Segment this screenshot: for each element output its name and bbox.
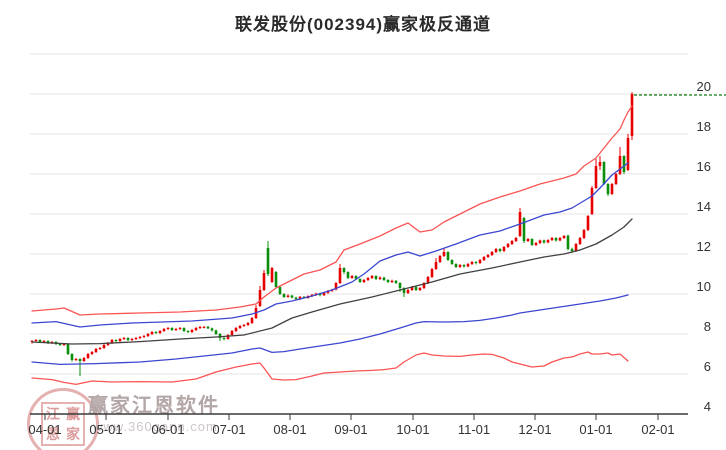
- x-tick-label: 10-01: [396, 422, 429, 437]
- x-tick-label: 07-01: [212, 422, 245, 437]
- channel-line-lower-blue: [31, 294, 629, 366]
- y-tick-label: 14: [697, 199, 711, 214]
- channel-line-lower-extreme-red: [31, 351, 629, 386]
- y-tick-label: 12: [697, 239, 711, 254]
- channel-line-upper-blue: [31, 162, 629, 328]
- y-tick-label: 16: [697, 159, 711, 174]
- x-tick-label: 05-01: [89, 422, 122, 437]
- x-tick-label: 09-01: [334, 422, 367, 437]
- x-tick-label: 11-01: [458, 422, 490, 437]
- website-watermark: www.360gann.com: [93, 419, 218, 434]
- y-axis-labels: 20 18 16 14 12 10 8 6 4: [697, 79, 711, 414]
- x-tick-label: 06-01: [151, 422, 184, 437]
- y-tick-label: 8: [704, 319, 711, 334]
- x-tick-label: 12-01: [518, 422, 551, 437]
- y-tick-label: 10: [697, 279, 711, 294]
- y-tick-label: 18: [697, 119, 711, 134]
- y-tick-label: 4: [704, 399, 711, 414]
- brand-watermark: 赢家江恩软件: [88, 395, 220, 417]
- x-tick-label: 02-01: [641, 422, 674, 437]
- channel-line-middle-black: [31, 218, 633, 345]
- candlesticks: [30, 92, 634, 376]
- gann-seal-watermark: 江 赢 恩 家: [27, 388, 99, 450]
- chart-title: 联发股份(002394)赢家极反通道: [234, 15, 492, 34]
- channel-line-upper-extreme-red: [31, 105, 633, 316]
- y-tick-label: 20: [697, 79, 711, 94]
- seal-characters: 江 赢 恩 家: [41, 402, 85, 446]
- x-tick-label: 01-01: [579, 422, 612, 437]
- x-tick-label: 08-01: [273, 422, 306, 437]
- x-tick-label: 04-01: [28, 422, 61, 437]
- gridlines: [30, 53, 688, 375]
- y-tick-label: 6: [704, 359, 711, 374]
- x-axis-labels: 04-01 05-01 06-01 07-01 08-01 09-01 10-01 11-01…: [28, 414, 675, 437]
